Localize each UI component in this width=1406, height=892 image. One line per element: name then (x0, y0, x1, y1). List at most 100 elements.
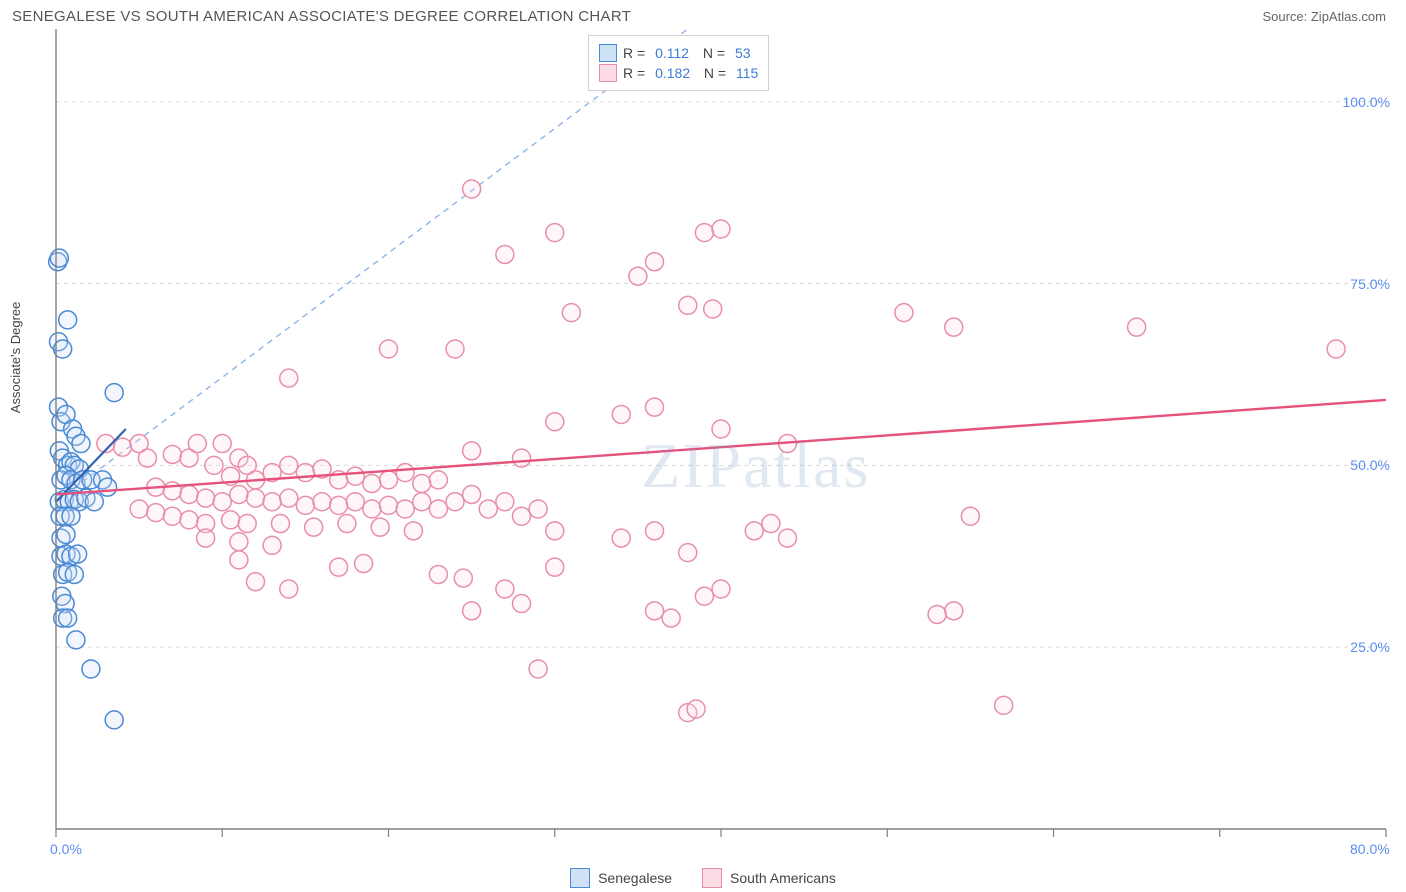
r-label: R = (623, 65, 649, 81)
y-tick-label: 75.0% (1350, 276, 1390, 292)
data-point (646, 602, 664, 620)
r-value: 0.112 (655, 45, 689, 61)
data-point (69, 545, 87, 563)
legend-swatch (599, 64, 617, 82)
data-point (330, 558, 348, 576)
data-point (263, 536, 281, 554)
data-point (130, 500, 148, 518)
data-point (330, 496, 348, 514)
data-point (280, 456, 298, 474)
data-point (961, 507, 979, 525)
data-point (213, 435, 231, 453)
legend-item: Senegalese (570, 868, 672, 888)
data-point (163, 482, 181, 500)
x-tick-label: 0.0% (50, 841, 82, 857)
data-point (50, 249, 68, 267)
data-point (413, 493, 431, 511)
data-point (138, 449, 156, 467)
source-prefix: Source: (1262, 9, 1310, 24)
data-point (546, 224, 564, 242)
data-point (247, 573, 265, 591)
n-label: N = (696, 65, 730, 81)
data-point (612, 405, 630, 423)
data-point (380, 471, 398, 489)
data-point (59, 311, 77, 329)
data-point (762, 515, 780, 533)
data-point (230, 551, 248, 569)
data-point (695, 587, 713, 605)
data-point (463, 180, 481, 198)
data-point (114, 438, 132, 456)
data-point (496, 493, 514, 511)
data-point (529, 660, 547, 678)
data-point (238, 515, 256, 533)
data-point (346, 493, 364, 511)
data-point (230, 485, 248, 503)
source-name: ZipAtlas.com (1311, 9, 1386, 24)
data-point (363, 475, 381, 493)
n-value: 115 (736, 65, 758, 81)
data-point (546, 522, 564, 540)
data-point (85, 493, 103, 511)
data-point (745, 522, 763, 540)
data-point (779, 529, 797, 547)
data-point (280, 489, 298, 507)
data-point (82, 660, 100, 678)
data-point (313, 493, 331, 511)
data-point (62, 507, 80, 525)
data-point (247, 489, 265, 507)
data-point (895, 304, 913, 322)
legend-label: South Americans (730, 870, 836, 886)
data-point (679, 544, 697, 562)
data-point (712, 220, 730, 238)
data-point (446, 493, 464, 511)
data-point (296, 496, 314, 514)
chart-title: SENEGALESE VS SOUTH AMERICAN ASSOCIATE'S… (12, 8, 631, 25)
y-tick-label: 50.0% (1350, 457, 1390, 473)
data-point (496, 580, 514, 598)
data-point (238, 456, 256, 474)
data-point (213, 493, 231, 511)
data-point (230, 533, 248, 551)
data-point (280, 369, 298, 387)
data-point (928, 605, 946, 623)
data-point (355, 555, 373, 573)
legend-swatch (599, 44, 617, 62)
data-point (646, 253, 664, 271)
data-point (72, 435, 90, 453)
data-point (1327, 340, 1345, 358)
data-point (612, 529, 630, 547)
data-point (704, 300, 722, 318)
data-point (280, 580, 298, 598)
data-point (305, 518, 323, 536)
data-point (296, 464, 314, 482)
x-tick-label: 80.0% (1350, 841, 1390, 857)
data-point (147, 504, 165, 522)
data-point (463, 485, 481, 503)
data-point (687, 700, 705, 718)
data-point (205, 456, 223, 474)
data-point (180, 511, 198, 529)
data-point (99, 478, 117, 496)
data-point (662, 609, 680, 627)
data-point (371, 518, 389, 536)
data-point (180, 485, 198, 503)
data-point (197, 529, 215, 547)
data-point (513, 595, 531, 613)
legend-item: South Americans (702, 868, 836, 888)
r-label: R = (623, 45, 649, 61)
legend-swatch (570, 868, 590, 888)
data-point (712, 580, 730, 598)
y-tick-label: 100.0% (1343, 94, 1390, 110)
data-point (546, 413, 564, 431)
data-point (105, 384, 123, 402)
data-point (396, 464, 414, 482)
data-point (163, 507, 181, 525)
chart-header: SENEGALESE VS SOUTH AMERICAN ASSOCIATE'S… (0, 0, 1406, 29)
data-point (454, 569, 472, 587)
data-point (380, 496, 398, 514)
data-point (57, 525, 75, 543)
diagonal-reference-line (56, 29, 688, 502)
data-point (646, 398, 664, 416)
data-point (67, 631, 85, 649)
